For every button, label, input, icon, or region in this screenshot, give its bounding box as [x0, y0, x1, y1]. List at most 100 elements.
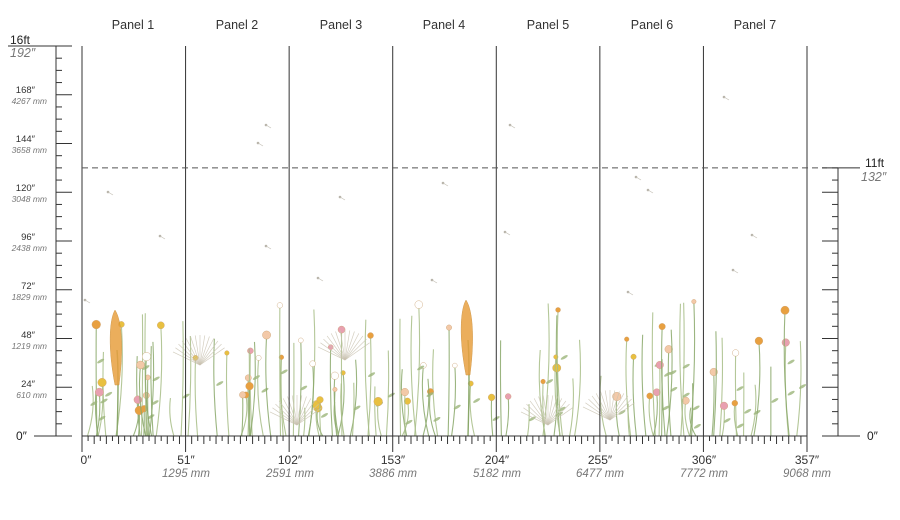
plant-stem: [570, 378, 574, 436]
leaf: [798, 383, 806, 389]
flower-head: [262, 331, 270, 339]
plant-stem: [680, 304, 684, 436]
leaf: [545, 378, 553, 384]
floating-seed-tail: [628, 292, 633, 295]
leaf: [104, 391, 112, 397]
plant-stem: [258, 358, 264, 436]
floating-seed-tail: [258, 143, 263, 146]
flower-head: [92, 320, 101, 329]
plant-stem: [242, 395, 243, 436]
width-mm-label: 6477 mm: [576, 469, 624, 481]
plant-stem: [633, 357, 636, 436]
left-tick-inches: 96″: [21, 233, 35, 243]
left-tick-mm: 1829 mm: [12, 293, 47, 302]
feather-seedhead: [345, 336, 363, 360]
floating-seed-tail: [108, 192, 113, 195]
left-tick-mm: 3658 mm: [12, 146, 47, 155]
flower-head: [446, 325, 451, 330]
flower-head: [692, 299, 696, 303]
floating-seed-tail: [85, 300, 90, 303]
plant-stem: [103, 352, 106, 436]
leaf: [736, 385, 744, 391]
leaf: [618, 409, 626, 415]
flower-head: [505, 394, 511, 400]
width-mm-label: 5182 mm: [473, 469, 521, 481]
width-mm-label: 3886 mm: [369, 469, 417, 481]
plant-stem: [735, 353, 736, 436]
floating-seed-tail: [432, 280, 437, 283]
left-tick-inches: 144″: [16, 135, 35, 145]
flower-head: [310, 361, 316, 367]
flower-head: [659, 323, 665, 329]
width-mm-label: 7772 mm: [680, 469, 728, 481]
leaf: [252, 374, 260, 380]
leaf: [693, 423, 701, 429]
flower-head: [225, 351, 230, 356]
flower-head: [98, 378, 107, 387]
panel-grid: [8, 46, 860, 452]
floating-seed-tail: [724, 97, 729, 100]
flower-head: [246, 382, 254, 390]
leaf: [787, 359, 795, 365]
height-inches-label: 192″: [10, 47, 35, 60]
feather-seedhead: [583, 407, 610, 420]
flower-head: [245, 375, 251, 381]
panel-label: Panel 4: [423, 19, 465, 32]
plant-stem: [148, 377, 149, 436]
plant-stem: [330, 347, 332, 436]
flower-head: [720, 402, 728, 410]
orange-spike-flower: [110, 310, 122, 385]
flower-head: [95, 388, 103, 396]
leaf: [405, 419, 413, 425]
leaf: [744, 408, 752, 414]
leaf: [560, 354, 568, 360]
flower-head: [782, 339, 790, 347]
flower-head: [781, 306, 789, 314]
feather-seedhead: [592, 396, 610, 420]
flower-head: [647, 393, 653, 399]
plant-stem: [452, 366, 456, 436]
left-tick-mm: 610 mm: [16, 391, 47, 400]
flower-head: [247, 348, 253, 354]
leaf: [771, 397, 779, 403]
orange-spike-flower: [461, 300, 473, 375]
left-tick-inches: 24″: [21, 380, 35, 390]
leaf: [320, 412, 328, 418]
plant-stem: [649, 396, 653, 436]
width-inches-label: 51″: [177, 454, 195, 466]
flower-head: [374, 397, 383, 406]
panel-label: Panel 7: [734, 19, 776, 32]
plant-stem: [659, 365, 660, 436]
width-inches-label: 357″: [795, 454, 819, 466]
width-inches-label: 255″: [588, 454, 612, 466]
width-inches-label: 204″: [485, 454, 509, 466]
flower-head: [135, 406, 144, 415]
flower-head: [553, 364, 561, 372]
plant-stem: [754, 341, 760, 436]
panel-label: Panel 2: [216, 19, 258, 32]
plant-stem: [685, 401, 690, 436]
plant-stem: [642, 335, 646, 436]
floating-seed-tail: [340, 197, 345, 200]
plant-stem: [308, 364, 313, 436]
floating-seed-tail: [636, 177, 641, 180]
plant-stem: [411, 316, 416, 436]
flower-head: [331, 372, 339, 380]
feather-seedhead: [610, 403, 635, 420]
left-tick-mm: 1219 mm: [12, 342, 47, 351]
plant-stem: [415, 305, 420, 436]
left-tick-mm: 2438 mm: [12, 244, 47, 253]
plant-stem: [281, 357, 283, 436]
plant-stem: [722, 406, 724, 436]
flower-head: [298, 338, 303, 343]
plant-stem: [266, 335, 271, 436]
feather-seedhead: [200, 341, 218, 365]
flower-head: [732, 400, 738, 406]
plant-stem: [352, 383, 354, 436]
plant-stem: [448, 328, 449, 436]
flower-head: [656, 361, 663, 368]
panel-label: Panel 1: [112, 19, 154, 32]
plant-stem: [652, 312, 655, 436]
width-start-label: 0″: [81, 454, 92, 466]
flower-head: [653, 389, 660, 396]
